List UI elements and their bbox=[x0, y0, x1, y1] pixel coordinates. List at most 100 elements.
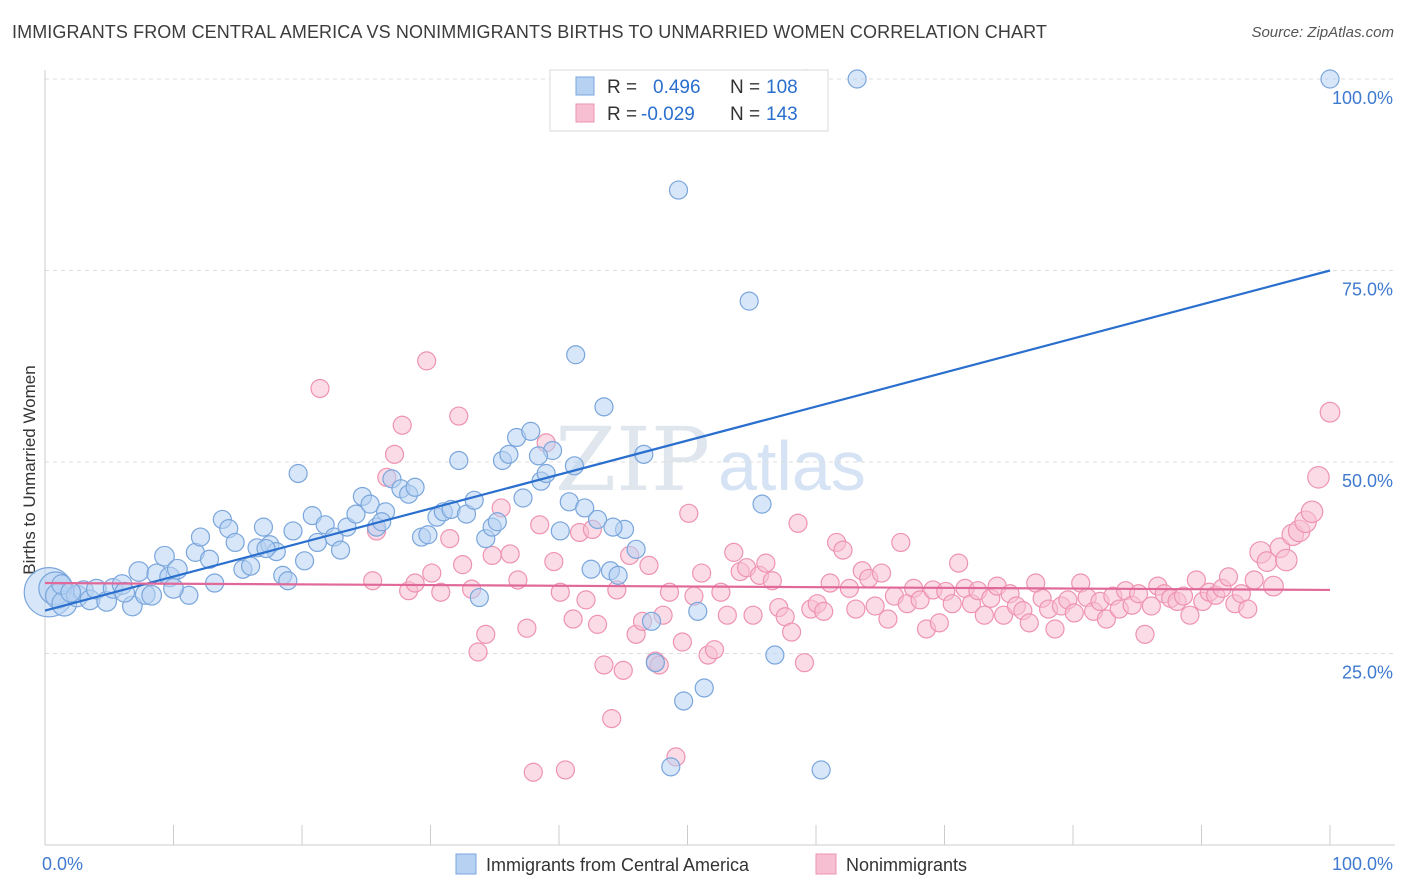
central-america-point bbox=[587, 509, 608, 530]
nonimmigrants-point bbox=[781, 622, 802, 642]
nonimmigrants-point bbox=[1238, 599, 1258, 619]
legend-pink-label: Nonimmigrants bbox=[846, 855, 967, 875]
central-america-point bbox=[811, 760, 831, 780]
nonimmigrants-point bbox=[417, 351, 437, 371]
central-america-point bbox=[521, 421, 541, 441]
central-america-trend-line bbox=[44, 269, 1331, 612]
stats-box-frame bbox=[549, 69, 829, 132]
central-america-point bbox=[594, 397, 614, 417]
central-america-point bbox=[253, 517, 274, 537]
nonimmigrants-points bbox=[310, 351, 1341, 782]
nonimmigrants-point bbox=[476, 624, 496, 644]
nonimmigrants-point bbox=[717, 605, 737, 625]
central-america-point bbox=[499, 444, 519, 464]
nonimmigrants-point bbox=[1263, 575, 1284, 597]
nonimmigrants-point bbox=[929, 613, 949, 633]
central-america-point bbox=[60, 581, 82, 603]
nonimmigrants-point bbox=[594, 655, 614, 675]
nonimmigrants-point bbox=[679, 503, 699, 523]
central-america-point bbox=[752, 494, 772, 514]
nonimmigrants-point bbox=[468, 642, 488, 662]
stats-blue-swatch bbox=[575, 76, 595, 96]
nonimmigrants-point bbox=[363, 571, 383, 591]
nonimmigrants-point bbox=[587, 614, 608, 634]
nonimmigrants-point bbox=[820, 573, 840, 593]
y-tick-label: 100.0% bbox=[1332, 88, 1393, 108]
central-america-point bbox=[668, 180, 689, 200]
central-america-point bbox=[608, 565, 628, 585]
x-tick-label: 100.0% bbox=[1332, 854, 1393, 874]
nonimmigrants-point bbox=[1173, 586, 1194, 606]
nonimmigrants-point bbox=[1275, 548, 1298, 572]
nonimmigrants-point bbox=[440, 528, 460, 549]
nonimmigrants-point bbox=[878, 609, 898, 629]
central-america-point bbox=[154, 545, 175, 567]
central-america-point bbox=[346, 504, 366, 524]
chart-source: Source: ZipAtlas.com bbox=[1251, 24, 1394, 41]
nonimmigrants-point bbox=[974, 605, 994, 625]
central-america-point bbox=[199, 549, 220, 569]
nonimmigrants-point bbox=[384, 444, 405, 464]
nonimmigrants-point bbox=[659, 582, 680, 602]
nonimmigrants-point bbox=[672, 632, 692, 652]
nonimmigrants-point bbox=[1019, 613, 1039, 633]
nonimmigrants-point bbox=[449, 406, 469, 426]
y-tick-label: 50.0% bbox=[1342, 471, 1393, 491]
central-america-point bbox=[405, 477, 425, 497]
central-america-point bbox=[513, 488, 533, 508]
stats-blue-n-value: 108 bbox=[766, 77, 798, 98]
nonimmigrants-point bbox=[422, 563, 442, 583]
nonimmigrants-point bbox=[814, 601, 834, 621]
nonimmigrants-point bbox=[613, 660, 633, 680]
nonimmigrants-trend-line bbox=[44, 581, 1331, 592]
central-america-point bbox=[645, 653, 665, 673]
stats-box: R = 0.496 N = 108 R = -0.029 N = 143 bbox=[549, 69, 829, 132]
tick-labels: 25.0% 50.0% 75.0% 100.0% 0.0% 100.0% bbox=[42, 88, 1393, 874]
central-america-point bbox=[1320, 69, 1340, 89]
nonimmigrants-point bbox=[517, 618, 537, 638]
nonimmigrants-point bbox=[482, 545, 502, 566]
nonimmigrants-point bbox=[942, 594, 962, 614]
nonimmigrants-point bbox=[453, 555, 473, 575]
central-america-point bbox=[566, 345, 586, 365]
nonimmigrants-point bbox=[1096, 609, 1117, 629]
nonimmigrants-point bbox=[602, 709, 622, 729]
nonimmigrants-point bbox=[523, 762, 543, 782]
central-america-point bbox=[469, 587, 489, 608]
nonimmigrants-point bbox=[846, 599, 866, 619]
legend-blue-swatch bbox=[455, 853, 477, 875]
central-america-point bbox=[190, 527, 211, 547]
chart-title: IMMIGRANTS FROM CENTRAL AMERICA VS NONIM… bbox=[12, 22, 1047, 42]
central-america-point bbox=[288, 463, 308, 484]
nonimmigrants-point bbox=[756, 553, 776, 573]
central-america-point bbox=[163, 577, 184, 599]
nonimmigrants-point bbox=[1135, 624, 1155, 644]
nonimmigrants-point bbox=[871, 563, 892, 583]
legend-pink-swatch bbox=[815, 853, 837, 875]
stats-pink-r-label: R = bbox=[607, 104, 637, 125]
central-america-point bbox=[449, 450, 469, 471]
central-america-point bbox=[847, 69, 867, 89]
central-america-point bbox=[464, 490, 484, 510]
legend-blue-label: Immigrants from Central America bbox=[486, 855, 750, 875]
nonimmigrants-point bbox=[310, 378, 330, 399]
nonimmigrants-point bbox=[833, 540, 853, 560]
central-america-point bbox=[626, 539, 646, 559]
nonimmigrants-point bbox=[392, 415, 412, 435]
central-america-point bbox=[128, 561, 150, 582]
stats-pink-r-value: -0.029 bbox=[641, 104, 695, 125]
nonimmigrants-point bbox=[530, 515, 550, 535]
nonimmigrants-point bbox=[1045, 619, 1065, 639]
central-america-point bbox=[641, 611, 662, 631]
central-america-point bbox=[575, 498, 595, 518]
central-america-point bbox=[330, 540, 351, 560]
y-tick-label: 75.0% bbox=[1342, 280, 1393, 300]
nonimmigrants-point bbox=[865, 596, 885, 616]
nonimmigrants-point bbox=[724, 542, 744, 562]
central-america-point bbox=[487, 512, 507, 532]
nonimmigrants-point bbox=[639, 555, 659, 576]
nonimmigrants-point bbox=[544, 551, 564, 572]
nonimmigrants-point bbox=[743, 605, 763, 625]
central-america-point bbox=[739, 291, 759, 311]
